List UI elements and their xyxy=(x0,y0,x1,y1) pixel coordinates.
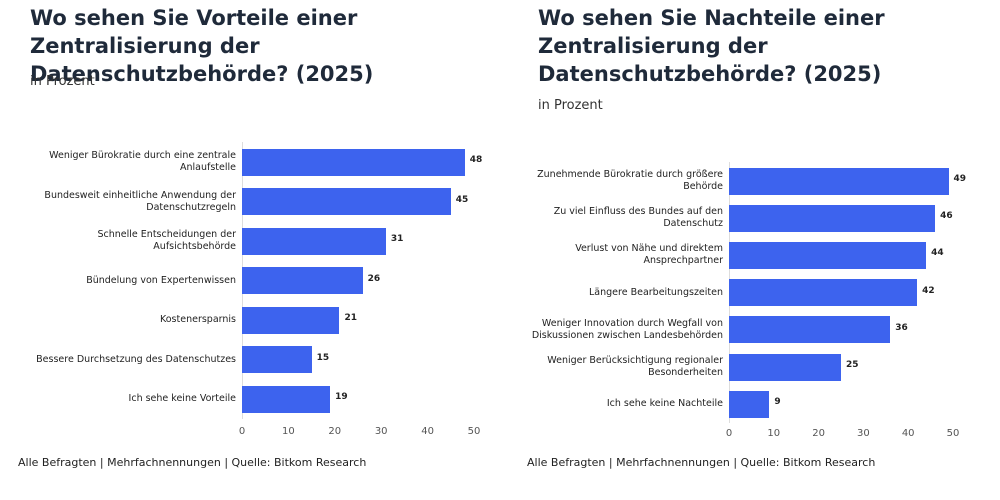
x-tick-label: 30 xyxy=(374,426,388,437)
category-label: Verlust von Nähe und direktem Ansprechpa… xyxy=(575,243,723,267)
category-label: Ich sehe keine Nachteile xyxy=(606,398,723,410)
value-label: 19 xyxy=(335,392,348,402)
x-tick-label: 50 xyxy=(946,428,960,439)
bar xyxy=(242,227,386,255)
value-label: 21 xyxy=(344,313,357,323)
bar xyxy=(729,167,949,195)
value-label: 25 xyxy=(846,360,859,370)
value-label: 44 xyxy=(931,248,944,259)
chart-title: Wo sehen Sie Vorteile einer Zentralisier… xyxy=(30,6,374,86)
bar xyxy=(242,306,340,334)
x-tick-label: 0 xyxy=(238,426,246,437)
x-tick-label: 20 xyxy=(328,426,342,437)
value-label: 15 xyxy=(316,352,330,363)
value-label: 46 xyxy=(940,211,953,222)
category-label: Kostenersparnis xyxy=(159,314,236,325)
value-label: 48 xyxy=(469,155,483,165)
x-tick-label: 40 xyxy=(901,428,915,439)
category-label: Weniger Innovation durch Wegfall von Dis… xyxy=(531,317,723,341)
value-label: 36 xyxy=(895,322,908,333)
x-tick-label: 10 xyxy=(767,428,781,439)
source-note: Alle Befragten | Mehrfachnennungen | Que… xyxy=(18,456,367,469)
source-note: Alle Befragten | Mehrfachnennungen | Que… xyxy=(527,456,876,469)
bar xyxy=(242,267,363,294)
category-label: Längere Bearbeitungszeiten xyxy=(589,286,723,298)
value-label: 26 xyxy=(367,273,381,284)
category-label: Bessere Durchsetzung des Datenschutzes xyxy=(36,353,236,365)
category-label: Weniger Bürokratie durch eine zentrale A… xyxy=(49,150,236,173)
category-label: Bündelung von Expertenwissen xyxy=(86,274,236,286)
category-label: Zu viel Einfluss des Bundes auf den Date… xyxy=(553,206,723,230)
bar xyxy=(729,241,927,269)
x-tick-label: 10 xyxy=(282,426,295,437)
bar xyxy=(729,204,936,232)
bar xyxy=(729,353,841,381)
bar xyxy=(242,346,312,373)
value-label: 9 xyxy=(774,397,781,408)
chart-subtitle: in Prozent xyxy=(538,98,603,113)
category-label: Weniger Berücksichtigung regionaler Beso… xyxy=(547,355,723,378)
bar xyxy=(729,316,891,344)
x-tick-label: 50 xyxy=(467,426,481,437)
x-tick-label: 30 xyxy=(857,428,870,439)
x-tick-label: 0 xyxy=(725,428,733,439)
value-label: 31 xyxy=(390,234,404,244)
bar xyxy=(242,148,465,176)
category-label: Bundesweit einheitliche Anwendung der Da… xyxy=(44,189,236,213)
category-label: Ich sehe keine Vorteile xyxy=(128,393,236,404)
bar xyxy=(242,188,451,215)
x-tick-label: 40 xyxy=(421,426,434,437)
value-label: 42 xyxy=(922,285,935,296)
value-label: 45 xyxy=(455,194,469,205)
chart-title: Wo sehen Sie Nachteile einer Zentralisie… xyxy=(538,6,885,86)
bar xyxy=(242,385,331,413)
value-label: 49 xyxy=(953,174,967,184)
category-label: Zunehmende Bürokratie durch größere Behö… xyxy=(537,169,723,192)
bar xyxy=(729,390,770,418)
chart-subtitle: in Prozent xyxy=(30,74,95,89)
bar xyxy=(729,279,918,307)
category-label: Schnelle Entscheidungen der Aufsichtsbeh… xyxy=(97,229,236,252)
x-tick-label: 20 xyxy=(812,428,825,439)
